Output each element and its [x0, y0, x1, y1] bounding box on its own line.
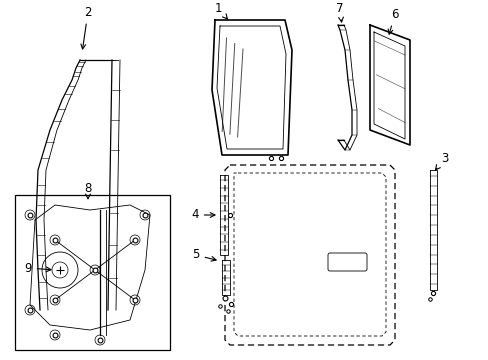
Text: 2: 2: [81, 5, 92, 49]
Text: 6: 6: [387, 8, 398, 34]
Text: 5: 5: [192, 248, 216, 261]
Bar: [15, 195, 170, 350]
Text: 9: 9: [24, 261, 51, 274]
Text: 1: 1: [214, 1, 227, 19]
Text: 7: 7: [336, 1, 343, 22]
Text: 4: 4: [191, 208, 215, 221]
Text: 3: 3: [435, 152, 448, 170]
Text: 8: 8: [84, 181, 92, 199]
